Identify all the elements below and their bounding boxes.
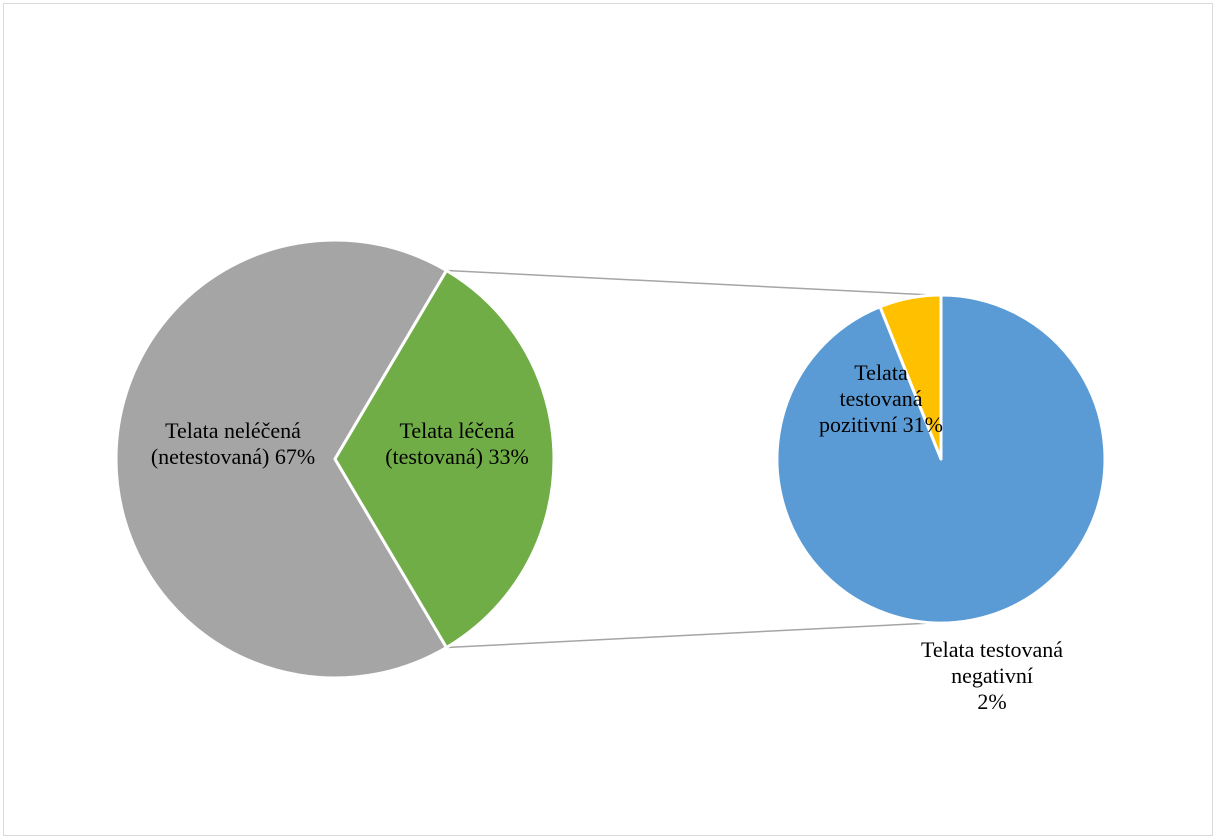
slice-negative xyxy=(878,293,943,461)
slice-untreated xyxy=(114,238,448,680)
label-untreated-line1: Telata neléčená xyxy=(165,418,301,443)
chart-area: Telata neléčená (netestovaná) 67% Telata… xyxy=(3,3,1213,836)
label-treated-line1: Telata léčená xyxy=(399,418,515,443)
label-negative-line2: negativní xyxy=(951,663,1033,688)
main-pie xyxy=(114,238,556,680)
label-untreated: Telata neléčená (netestovaná) 67% xyxy=(120,418,346,470)
label-treated-line2: (testovaná) 33% xyxy=(385,444,529,469)
label-positive-line2: testovaná xyxy=(839,386,923,411)
connector-bottom xyxy=(446,622,932,649)
label-untreated-line2: (netestovaná) 67% xyxy=(150,444,316,469)
label-treated: Telata léčená (testovaná) 33% xyxy=(366,418,548,470)
label-negative-line3: 2% xyxy=(977,689,1007,714)
slice-treated xyxy=(333,268,556,650)
pie-of-pie-chart xyxy=(114,238,1107,680)
label-positive-line3: pozitivní 31% xyxy=(818,412,944,437)
connector-lines xyxy=(446,269,932,649)
secondary-pie xyxy=(775,293,1107,625)
label-negative-line1: Telata testovaná xyxy=(920,637,1063,662)
label-positive: Telata testovaná pozitivní 31% xyxy=(810,360,952,438)
connector-top xyxy=(446,269,932,296)
label-negative: Telata testovaná negativní 2% xyxy=(902,637,1082,715)
label-positive-line1: Telata xyxy=(854,360,908,385)
